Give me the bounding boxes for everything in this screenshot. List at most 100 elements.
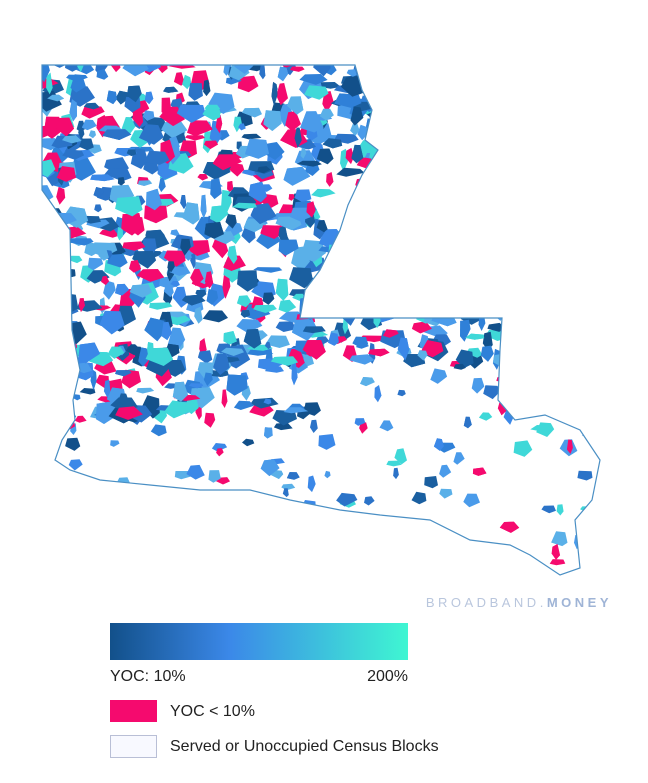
census-block [228,187,250,199]
census-block [549,559,566,566]
census-block [390,137,404,158]
census-block [354,418,366,426]
census-block [172,381,188,402]
census-block [588,204,600,225]
census-block [402,79,418,102]
census-block [446,216,473,222]
census-block [208,470,221,483]
census-block [344,253,369,264]
census-block [86,270,110,284]
census-block [557,152,577,173]
census-block [326,172,334,187]
census-block [211,443,228,452]
census-block [390,261,403,270]
census-block [236,319,263,333]
census-block [158,177,166,193]
census-block [313,65,331,77]
census-block [293,574,308,575]
census-block [305,536,312,545]
census-block [579,141,587,157]
census-block [539,251,555,265]
census-block [397,151,417,164]
census-block [566,439,573,454]
census-block [581,256,600,265]
census-block [458,173,487,182]
census-block [506,271,528,283]
census-block [395,292,402,316]
census-block [558,290,570,313]
census-block [589,151,600,163]
census-block [47,337,65,352]
census-block [519,72,535,87]
census-block [389,268,406,276]
census-block [473,271,494,290]
census-block [449,117,473,124]
census-block [180,238,191,256]
census-block [42,247,57,271]
census-block [551,149,570,164]
census-block [411,321,432,334]
census-block [247,553,258,564]
census-block [496,254,505,280]
census-block [518,275,530,286]
census-block [298,556,308,570]
census-block [115,283,130,296]
census-block [378,65,384,76]
census-block [558,290,570,313]
census-block [465,333,485,340]
census-block [441,65,452,72]
census-block [331,262,340,285]
census-block [31,575,49,582]
census-block [446,245,469,268]
census-block [99,501,108,512]
census-block [575,99,600,115]
census-block [55,381,70,390]
census-block [275,278,289,301]
census-block [482,116,490,122]
census-block [585,65,600,72]
census-block [550,281,560,295]
census-block [115,370,132,377]
census-block [236,295,252,308]
census-block [361,210,384,231]
census-block [345,147,355,165]
census-block [99,310,125,335]
census-block [386,460,402,467]
census-block [203,79,211,97]
census-block [434,100,452,119]
census-block [431,221,457,235]
low-yoc-swatch [110,700,157,722]
census-block [204,221,224,239]
census-block [301,500,316,512]
census-block [591,260,600,279]
census-block [328,332,339,346]
census-block [42,292,46,307]
census-block [44,254,53,277]
census-block [550,257,566,273]
census-block [523,325,534,339]
census-block [463,186,480,194]
census-block [129,284,153,298]
census-block [486,160,508,185]
census-block [42,321,51,331]
census-block [350,106,364,126]
census-block [202,108,221,121]
census-block [42,343,51,355]
census-block [407,207,424,216]
census-block [66,74,88,82]
census-block [442,101,456,112]
census-block [483,385,500,400]
census-block [477,567,488,575]
census-block [566,358,579,371]
census-block [465,96,493,105]
census-block [486,221,496,244]
census-block [404,72,422,92]
census-block [136,387,155,394]
census-block [395,211,425,231]
census-block [277,66,289,82]
census-block [131,557,149,564]
census-block [392,78,400,87]
census-block [264,427,273,439]
census-block [412,191,440,211]
census-block [593,385,600,403]
